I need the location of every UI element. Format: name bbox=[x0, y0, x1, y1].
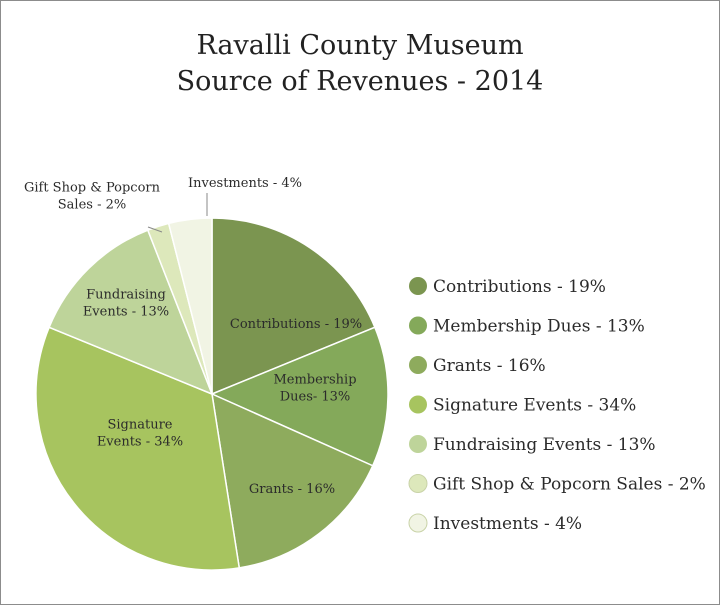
pie-slice-membership-dues bbox=[210, 326, 389, 467]
legend-label: Signature Events - 34% bbox=[433, 396, 636, 416]
legend-swatch bbox=[409, 277, 427, 295]
slice-label: Grants - 16% bbox=[249, 482, 335, 497]
leader-line bbox=[147, 226, 163, 233]
slice-label: Signature Events - 34% bbox=[97, 418, 183, 450]
slice-label: Membership Dues- 13% bbox=[273, 373, 356, 405]
legend-label: Investments - 4% bbox=[433, 514, 582, 534]
legend-swatch bbox=[409, 356, 427, 374]
slice-label: Fundraising Events - 13% bbox=[83, 288, 169, 320]
legend-label: Grants - 16% bbox=[433, 356, 546, 376]
pie-slice-contributions bbox=[211, 217, 376, 396]
pie-slice-fundraising-events bbox=[48, 229, 214, 396]
legend-swatch bbox=[408, 474, 428, 493]
legend-swatch bbox=[409, 395, 427, 414]
slice-label: Gift Shop & Popcorn Sales - 2% bbox=[24, 181, 161, 213]
legend-label: Gift Shop & Popcorn Sales - 2% bbox=[433, 475, 706, 495]
pie-slice-investments bbox=[167, 217, 213, 395]
chart-title: Ravalli County Museum Source of Revenues… bbox=[0, 28, 720, 100]
slice-label: Investments - 4% bbox=[188, 176, 302, 191]
chart-title-line-2: Source of Revenues - 2014 bbox=[176, 66, 544, 97]
legend-label: Membership Dues - 13% bbox=[433, 317, 645, 337]
pie-slice-grants bbox=[211, 392, 374, 569]
legend-label: Contributions - 19% bbox=[433, 277, 606, 297]
chart-title-line-1: Ravalli County Museum bbox=[196, 30, 524, 61]
legend-swatch bbox=[408, 513, 428, 533]
legend-swatch bbox=[409, 435, 427, 453]
legend-label: Fundraising Events - 13% bbox=[433, 435, 656, 455]
slice-label: Contributions - 19% bbox=[230, 317, 362, 332]
pie-slice-signature-events bbox=[35, 326, 241, 571]
legend-swatch bbox=[409, 316, 427, 335]
